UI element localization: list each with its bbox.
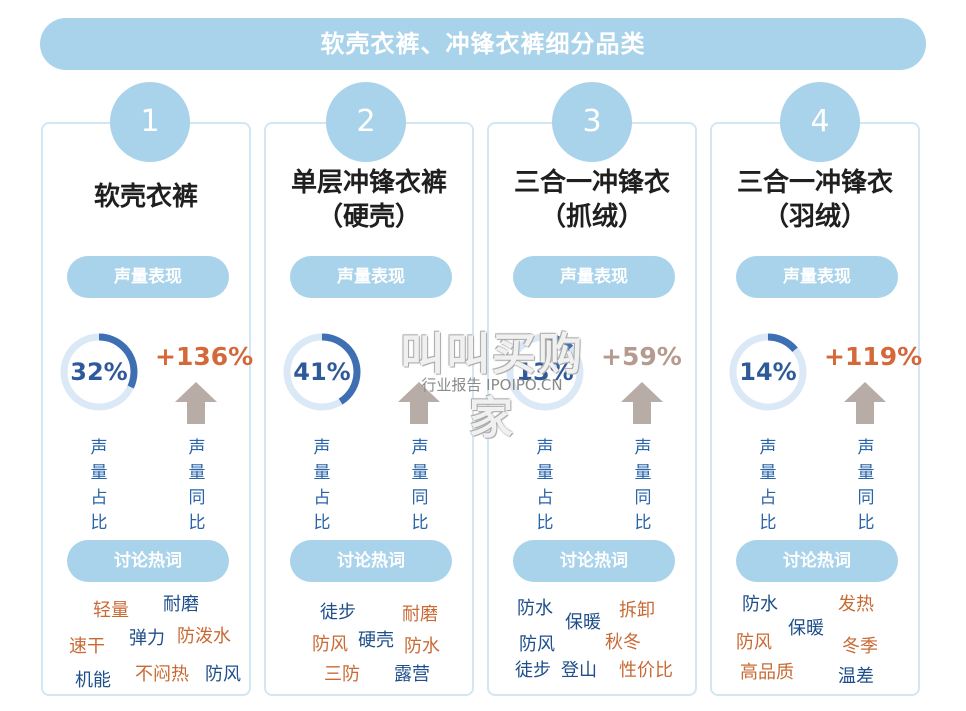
- volume-share-value: 32%: [70, 358, 128, 386]
- keyword: 温差: [838, 666, 874, 687]
- keyword: 发热: [838, 594, 874, 615]
- volume-share-value: 14%: [739, 358, 797, 386]
- card-title-line-1: 软壳衣裤: [93, 182, 198, 212]
- keyword: 防风: [519, 634, 555, 655]
- keyword: 拆卸: [619, 600, 655, 621]
- volume-yoy-label: 声量同比: [188, 438, 206, 533]
- keyword: 防水: [742, 594, 778, 615]
- volume-yoy-value: +119%: [824, 342, 923, 371]
- volume-share-label: 声量占比: [90, 438, 108, 533]
- card-title-line-1: 三合一冲锋衣: [736, 168, 893, 198]
- volume-share-value: 13%: [516, 358, 574, 386]
- volume-performance-pill: 声量表现: [67, 256, 229, 298]
- volume-yoy-label: 声量同比: [411, 438, 429, 533]
- keyword: 防泼水: [177, 626, 231, 647]
- up-arrow-icon: [175, 382, 217, 424]
- watermark-url: 行业报告 IPOIPO.CN: [421, 376, 563, 394]
- volume-share-arc: [729, 333, 807, 411]
- hot-keywords-pill: 讨论热词: [513, 540, 675, 582]
- volume-share-arc: [60, 333, 138, 411]
- watermark-logo: 叫叫买购家: [400, 329, 584, 444]
- volume-share-label: 声量占比: [536, 438, 554, 533]
- keyword: 冬季: [842, 636, 878, 657]
- category-card-hardshell: 单层冲锋衣裤 （硬壳） 声量表现 41% 声量占比 声量同比 讨论热词 徒步 耐…: [264, 122, 474, 696]
- keyword: 硬壳: [358, 630, 394, 651]
- card-title-line-1: 单层冲锋衣裤: [290, 168, 447, 198]
- card-title-line-2: （硬壳）: [316, 202, 421, 232]
- volume-performance-pill: 声量表现: [736, 256, 898, 298]
- volume-yoy-label: 声量同比: [857, 438, 875, 533]
- keyword: 耐磨: [402, 604, 438, 625]
- keyword: 徒步: [515, 660, 551, 681]
- category-card-softshell: 软壳衣裤 声量表现 32% +136% 声量占比 声量同比 讨论热词 轻量 耐磨…: [41, 122, 254, 696]
- volume-share-label: 声量占比: [759, 438, 777, 533]
- keyword: 保暖: [565, 612, 601, 633]
- up-arrow-icon: [398, 382, 440, 424]
- keyword: 高品质: [740, 662, 794, 683]
- volume-share-label: 声量占比: [313, 438, 331, 533]
- keyword: 登山: [561, 660, 597, 681]
- volume-share-ring: 14%: [728, 332, 808, 412]
- volume-share-ring: 41%: [282, 332, 362, 412]
- category-card-fleece-3in1: 三合一冲锋衣 （抓绒） 声量表现 13% +59% 声量占比 声量同比 讨论热词…: [487, 122, 697, 696]
- page-title-banner: 软壳衣裤、冲锋衣裤细分品类: [40, 18, 926, 70]
- volume-performance-pill: 声量表现: [513, 256, 675, 298]
- keyword: 不闷热: [135, 664, 189, 685]
- keyword: 露营: [394, 664, 430, 685]
- hot-keywords-pill: 讨论热词: [736, 540, 898, 582]
- category-number-badge-2: 2: [326, 82, 406, 162]
- keyword: 秋冬: [605, 632, 641, 653]
- card-title-line-1: 三合一冲锋衣: [513, 168, 670, 198]
- volume-share-ring: 32%: [59, 332, 139, 412]
- volume-yoy-value: +59%: [601, 342, 682, 371]
- keyword: 防水: [404, 636, 440, 657]
- hot-keywords-pill: 讨论热词: [290, 540, 452, 582]
- card-title-line-2: （羽绒）: [762, 202, 867, 232]
- keyword: 三防: [324, 664, 360, 685]
- category-number-badge-4: 4: [780, 82, 860, 162]
- volume-share-value: 41%: [293, 358, 351, 386]
- keyword: 徒步: [320, 602, 356, 623]
- keyword: 轻量: [93, 600, 129, 621]
- volume-yoy-value: +136%: [155, 342, 254, 371]
- category-number-badge-3: 3: [552, 82, 632, 162]
- up-arrow-icon: [621, 382, 663, 424]
- hot-keywords-pill: 讨论热词: [67, 540, 229, 582]
- volume-yoy-label: 声量同比: [634, 438, 652, 533]
- keyword: 防风: [205, 664, 241, 685]
- volume-performance-pill: 声量表现: [290, 256, 452, 298]
- category-card-down-3in1: 三合一冲锋衣 （羽绒） 声量表现 14% +119% 声量占比 声量同比 讨论热…: [710, 122, 923, 696]
- keyword: 耐磨: [163, 594, 199, 615]
- category-number-badge-1: 1: [110, 82, 190, 162]
- keyword: 防风: [312, 634, 348, 655]
- keyword: 防水: [517, 598, 553, 619]
- keyword: 防风: [736, 632, 772, 653]
- keyword: 机能: [75, 670, 111, 691]
- keyword: 保暖: [788, 618, 824, 639]
- volume-share-arc: [506, 333, 584, 411]
- up-arrow-icon: [844, 382, 886, 424]
- keyword: 速干: [69, 636, 105, 657]
- card-title-line-2: （抓绒）: [539, 202, 644, 232]
- keyword: 弹力: [129, 628, 165, 649]
- volume-share-arc: [283, 333, 361, 411]
- keyword: 性价比: [619, 660, 673, 681]
- volume-share-ring: 13%: [505, 332, 585, 412]
